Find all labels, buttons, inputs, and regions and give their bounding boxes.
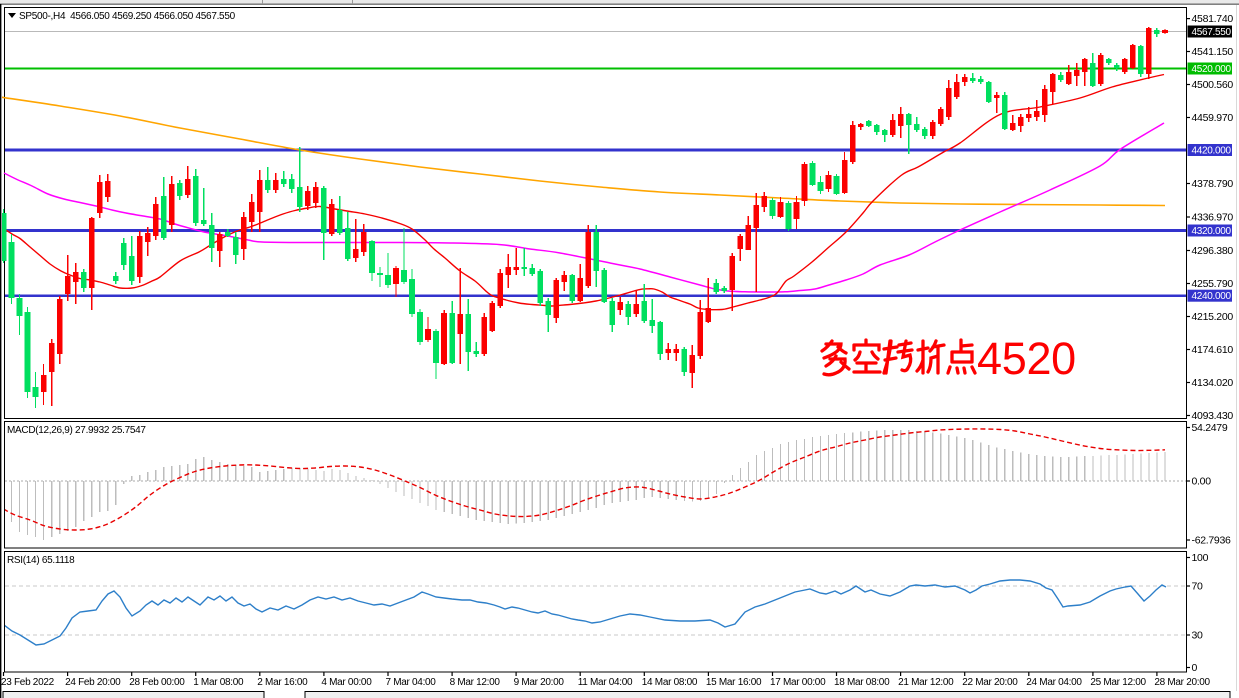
svg-text:23 Feb 2022: 23 Feb 2022	[1, 677, 55, 688]
svg-text:RSI(14) 65.1118: RSI(14) 65.1118	[7, 555, 75, 566]
svg-text:22 Mar 20:00: 22 Mar 20:00	[962, 677, 1018, 688]
svg-text:4378.790: 4378.790	[1192, 178, 1234, 190]
svg-text:4581.740: 4581.740	[1192, 13, 1234, 25]
svg-text:25 Mar 12:00: 25 Mar 12:00	[1090, 677, 1146, 688]
svg-text:4 Mar 00:00: 4 Mar 00:00	[321, 677, 372, 688]
svg-text:0: 0	[1192, 662, 1198, 674]
svg-text:28 Feb 00:00: 28 Feb 00:00	[129, 677, 185, 688]
svg-text:100: 100	[1192, 552, 1209, 564]
svg-text:-62.7936: -62.7936	[1192, 535, 1232, 547]
svg-text:4320.000: 4320.000	[1192, 226, 1232, 237]
svg-text:17 Mar 00:00: 17 Mar 00:00	[770, 677, 826, 688]
svg-text:4296.380: 4296.380	[1192, 245, 1234, 257]
svg-text:4420.000: 4420.000	[1192, 146, 1232, 157]
svg-text:15 Mar 16:00: 15 Mar 16:00	[706, 677, 762, 688]
svg-text:11 Mar 04:00: 11 Mar 04:00	[578, 677, 633, 688]
svg-text:8 Mar 12:00: 8 Mar 12:00	[450, 677, 501, 688]
svg-text:24 Feb 20:00: 24 Feb 20:00	[65, 677, 121, 688]
svg-text:4336.970: 4336.970	[1192, 212, 1234, 224]
svg-text:4520: 4520	[977, 333, 1076, 384]
svg-text:4093.430: 4093.430	[1192, 410, 1234, 422]
svg-text:4500.560: 4500.560	[1192, 79, 1234, 91]
svg-text:4541.150: 4541.150	[1192, 46, 1234, 58]
svg-text:30: 30	[1192, 630, 1204, 642]
svg-text:24 Mar 04:00: 24 Mar 04:00	[1026, 677, 1082, 688]
svg-text:28 Mar 20:00: 28 Mar 20:00	[1154, 677, 1210, 688]
svg-text:14 Mar 08:00: 14 Mar 08:00	[642, 677, 698, 688]
svg-text:1 Mar 08:00: 1 Mar 08:00	[193, 677, 244, 688]
svg-text:4215.200: 4215.200	[1192, 311, 1234, 323]
svg-text:18 Mar 08:00: 18 Mar 08:00	[834, 677, 890, 688]
svg-text:4240.000: 4240.000	[1192, 291, 1232, 302]
svg-text:4255.790: 4255.790	[1192, 278, 1234, 290]
svg-text:4174.610: 4174.610	[1192, 344, 1234, 356]
svg-text:0.00: 0.00	[1192, 476, 1212, 488]
svg-text:70: 70	[1192, 581, 1204, 593]
svg-text:4134.020: 4134.020	[1192, 377, 1234, 389]
svg-text:7 Mar 04:00: 7 Mar 04:00	[386, 677, 437, 688]
svg-text:2 Mar 16:00: 2 Mar 16:00	[257, 677, 308, 688]
svg-text:SP500-,H4 4566.050 4569.250 4: SP500-,H4 4566.050 4569.250 4566.050 456…	[19, 11, 236, 22]
svg-text:4520.000: 4520.000	[1192, 64, 1232, 75]
svg-text:4567.550: 4567.550	[1192, 27, 1232, 38]
svg-text:4459.970: 4459.970	[1192, 112, 1234, 124]
svg-text:MACD(12,26,9) 27.9932 25.7547: MACD(12,26,9) 27.9932 25.7547	[7, 425, 146, 436]
svg-text:9 Mar 20:00: 9 Mar 20:00	[514, 677, 565, 688]
svg-text:21 Mar 12:00: 21 Mar 12:00	[898, 677, 954, 688]
svg-text:54.2479: 54.2479	[1192, 422, 1228, 434]
